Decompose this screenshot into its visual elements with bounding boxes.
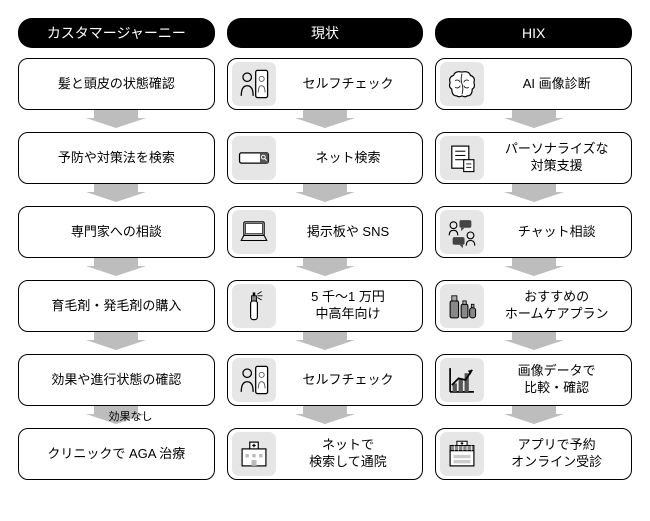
cell-label: チャット相談 xyxy=(492,224,625,241)
chat-bubbles-icon xyxy=(440,210,484,254)
column-header: 現状 xyxy=(227,18,424,48)
flow-cell: 髪と頭皮の状態確認 xyxy=(18,58,215,110)
comparison-flowchart: カスタマージャーニー髪と頭皮の状態確認予防や対策法を検索専門家への相談育毛剤・発… xyxy=(18,18,632,480)
cell-label: パーソナライズな対策支援 xyxy=(492,141,625,175)
flow-arrow xyxy=(18,258,215,280)
flow-cell: アプリで予約オンライン受診 xyxy=(435,428,632,480)
care-products-icon xyxy=(440,284,484,328)
cell-label: アプリで予約オンライン受診 xyxy=(492,437,625,471)
flow-arrow: 効果なし xyxy=(18,406,215,428)
growth-chart-icon xyxy=(440,358,484,402)
flow-cell: AI 画像診断 xyxy=(435,58,632,110)
flow-cell: パーソナライズな対策支援 xyxy=(435,132,632,184)
flow-arrow xyxy=(227,406,424,428)
cell-label: 育毛剤・発毛剤の購入 xyxy=(51,298,181,315)
flow-cell: 掲示板や SNS xyxy=(227,206,424,258)
cell-label: クリニックで AGA 治療 xyxy=(47,446,185,463)
cell-label: 画像データで比較・確認 xyxy=(492,363,625,397)
column-0: カスタマージャーニー髪と頭皮の状態確認予防や対策法を検索専門家への相談育毛剤・発… xyxy=(18,18,215,480)
flow-cell: 効果や進行状態の確認 xyxy=(18,354,215,406)
flow-arrow xyxy=(227,110,424,132)
cell-label: 髪と頭皮の状態確認 xyxy=(58,76,175,93)
flow-cell: チャット相談 xyxy=(435,206,632,258)
document-list-icon xyxy=(440,136,484,180)
flow-cell: 育毛剤・発毛剤の購入 xyxy=(18,280,215,332)
cell-label: 掲示板や SNS xyxy=(284,224,417,241)
flow-arrow xyxy=(18,184,215,206)
cell-label: 専門家への相談 xyxy=(71,224,162,241)
cell-label: ネット検索 xyxy=(284,150,417,167)
flow-cell: ネット検索 xyxy=(227,132,424,184)
cell-label: 予防や対策法を検索 xyxy=(58,150,175,167)
cell-label: 5 千〜1 万円中高年向け xyxy=(284,289,417,323)
pharmacy-store-icon xyxy=(440,432,484,476)
cell-label: セルフチェック xyxy=(284,76,417,93)
column-1: 現状セルフチェックネット検索掲示板や SNS5 千〜1 万円中高年向けセルフチェ… xyxy=(227,18,424,480)
flow-arrow xyxy=(435,258,632,280)
flow-cell: 専門家への相談 xyxy=(18,206,215,258)
flow-arrow xyxy=(18,110,215,132)
hospital-icon xyxy=(232,432,276,476)
search-bar-icon xyxy=(232,136,276,180)
cell-label: 効果や進行状態の確認 xyxy=(51,372,181,389)
flow-arrow xyxy=(435,110,632,132)
flow-cell: おすすめのホームケアプラン xyxy=(435,280,632,332)
flow-arrow xyxy=(227,258,424,280)
column-header: カスタマージャーニー xyxy=(18,18,215,48)
flow-cell: 5 千〜1 万円中高年向け xyxy=(227,280,424,332)
flow-cell: 画像データで比較・確認 xyxy=(435,354,632,406)
arrow-note: 効果なし xyxy=(108,408,152,424)
flow-arrow xyxy=(435,184,632,206)
flow-cell: ネットで検索して通院 xyxy=(227,428,424,480)
flow-cell: クリニックで AGA 治療 xyxy=(18,428,215,480)
cell-label: セルフチェック xyxy=(284,372,417,389)
flow-arrow xyxy=(18,332,215,354)
column-2: HIX AI 画像診断パーソナライズな対策支援チャット相談おすすめのホームケアプラ… xyxy=(435,18,632,480)
flow-arrow xyxy=(435,406,632,428)
flow-cell: セルフチェック xyxy=(227,354,424,406)
flow-arrow xyxy=(227,184,424,206)
spray-bottle-icon xyxy=(232,284,276,328)
mirror-check-icon xyxy=(232,62,276,106)
flow-cell: セルフチェック xyxy=(227,58,424,110)
flow-arrow xyxy=(227,332,424,354)
cell-label: おすすめのホームケアプラン xyxy=(492,289,625,323)
laptop-icon xyxy=(232,210,276,254)
brain-ai-icon xyxy=(440,62,484,106)
mirror-check-icon xyxy=(232,358,276,402)
column-header: HIX xyxy=(435,18,632,48)
flow-cell: 予防や対策法を検索 xyxy=(18,132,215,184)
cell-label: AI 画像診断 xyxy=(492,76,625,93)
cell-label: ネットで検索して通院 xyxy=(284,437,417,471)
flow-arrow xyxy=(435,332,632,354)
